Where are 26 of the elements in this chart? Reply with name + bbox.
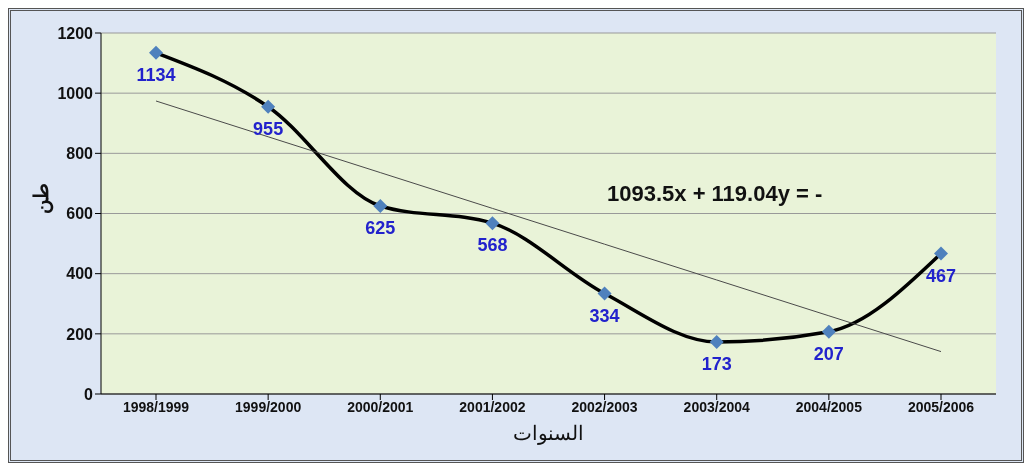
data-label: 1134: [136, 64, 176, 85]
y-tick-label: 1200: [57, 24, 94, 42]
data-label: 955: [253, 118, 284, 139]
x-tick-label: 2004/2005: [795, 398, 863, 415]
x-tick-label: 2001/2002: [459, 398, 526, 415]
y-tick-label: 400: [66, 265, 94, 283]
y-tick-label: 200: [66, 325, 94, 343]
data-label: 467: [925, 265, 957, 286]
data-label: 207: [813, 343, 844, 364]
annotation: 1093.5x + 119.04y = -: [607, 181, 823, 207]
x-axis-title: السنوات: [513, 422, 584, 445]
x-tick-label: 1999/2000: [235, 398, 302, 415]
y-tick-label: 1000: [57, 84, 94, 102]
data-label: 625: [365, 217, 396, 238]
x-tick-label: 2000/2001: [347, 398, 414, 415]
x-tick-label: 2002/2003: [571, 398, 638, 415]
y-tick-label: 0: [84, 385, 94, 403]
x-tick-label: 2005/2006: [907, 398, 975, 415]
y-tick-label: 600: [66, 205, 94, 223]
data-label: 334: [589, 305, 620, 326]
x-tick-label: 2003/2004: [683, 398, 751, 415]
x-tick-label: 1998/1999: [122, 398, 190, 415]
data-label: 173: [701, 353, 732, 374]
data-label: 568: [477, 235, 508, 256]
y-tick-label: 800: [66, 145, 94, 163]
y-axis-title: طن: [30, 182, 55, 214]
